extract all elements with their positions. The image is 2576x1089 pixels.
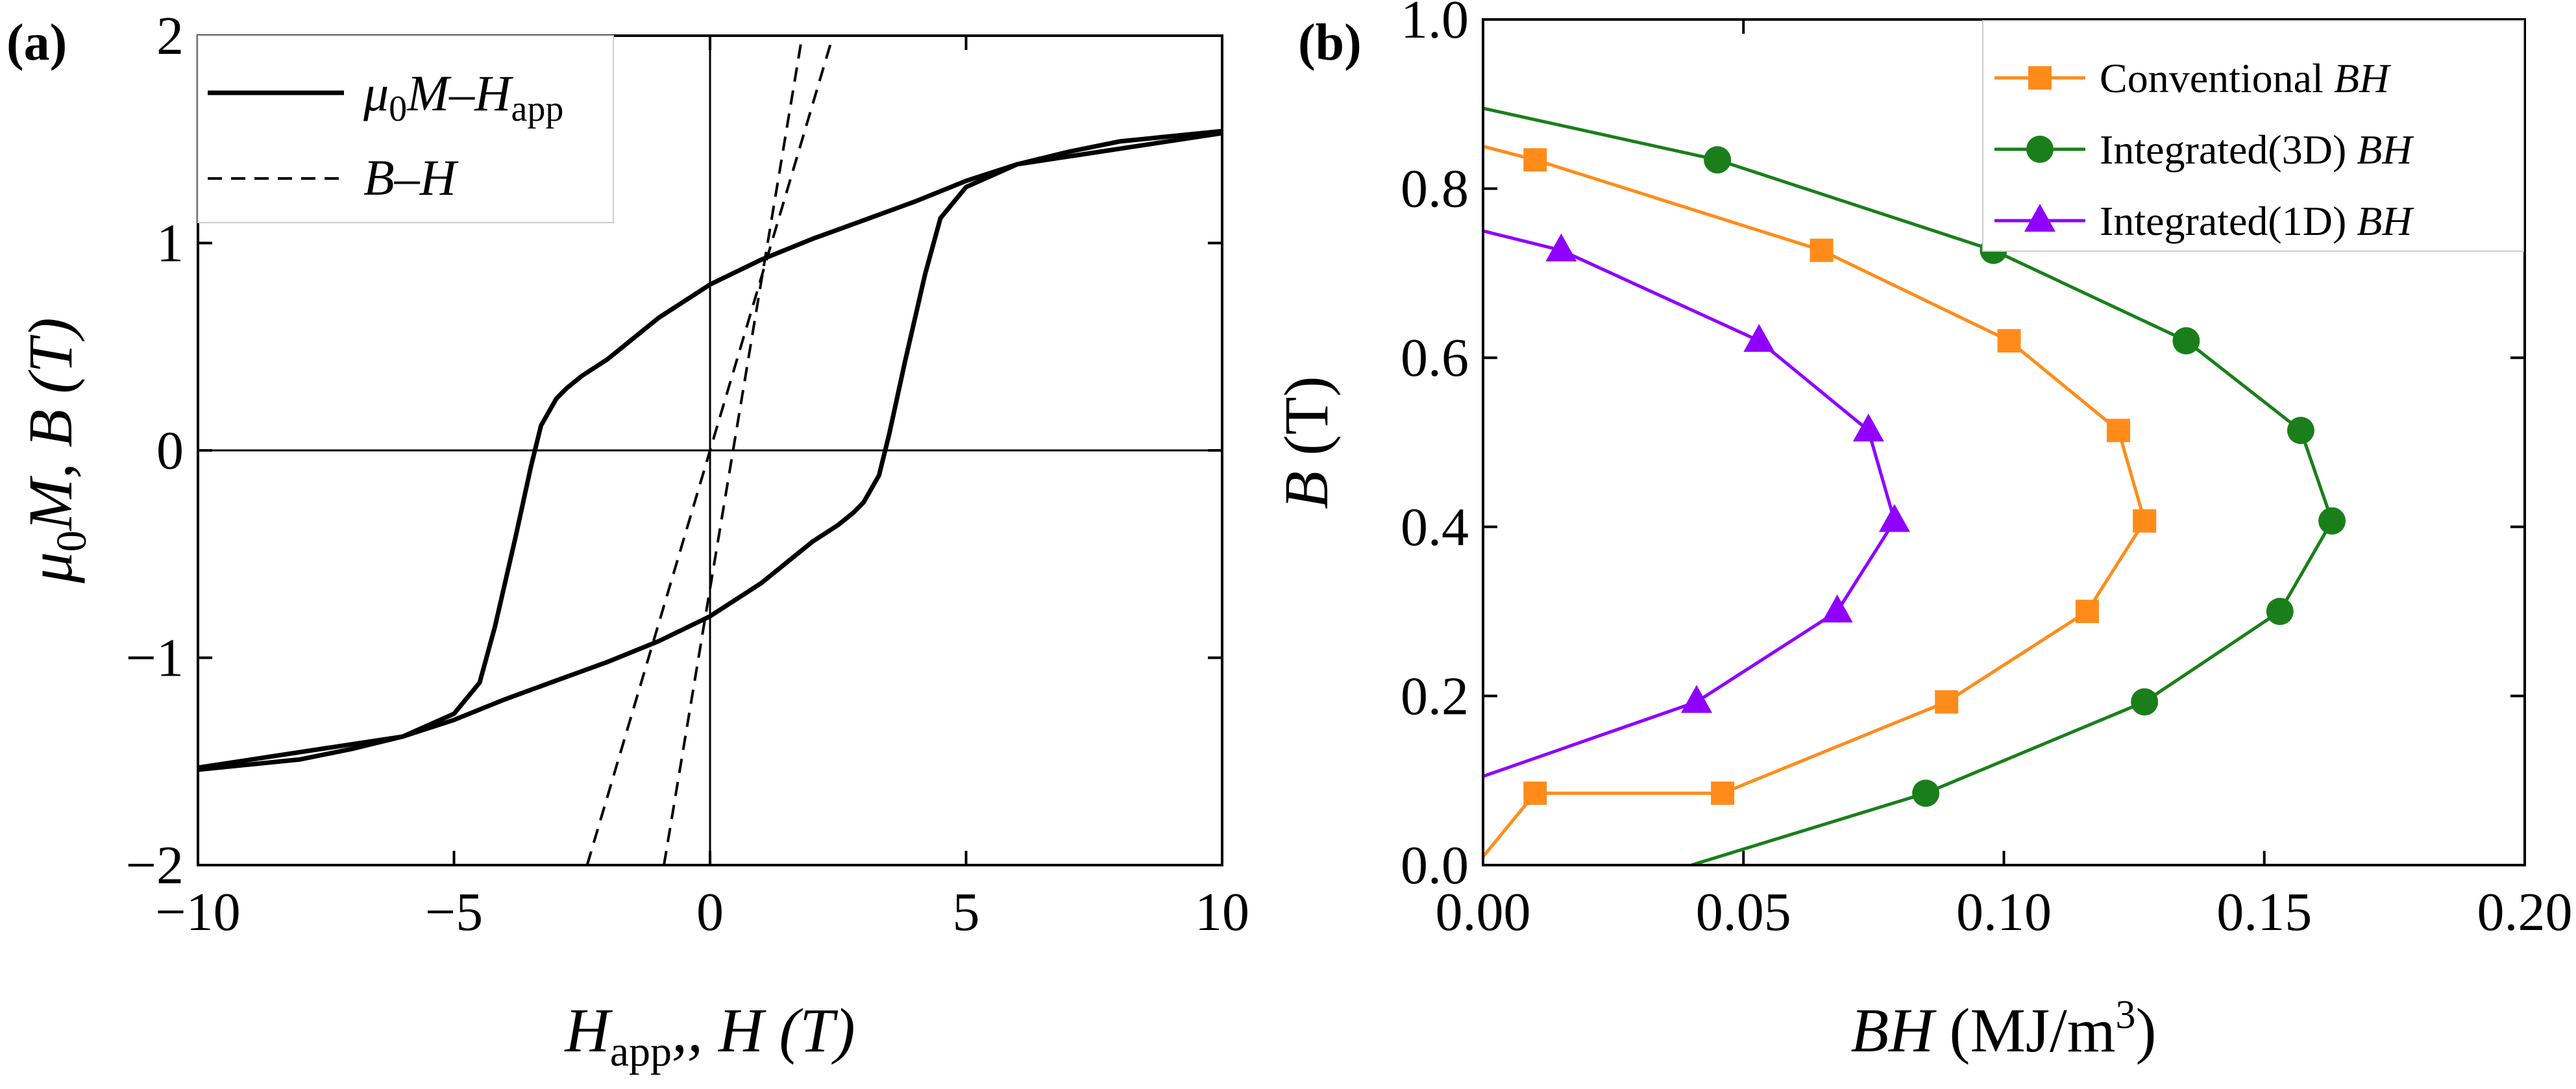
legend-b-swatch-marker <box>2028 66 2052 90</box>
panel-b-x-tick-label: 0.00 <box>1436 882 1531 942</box>
panel-b-y-tick-label: 0.2 <box>1401 666 1469 726</box>
legend-b-label-italic: BH <box>2357 198 2414 244</box>
panel-a-x-tick-label: 0 <box>696 882 724 942</box>
legend-a-mh-label: μ0M–Happ <box>363 65 563 129</box>
mh-hysteresis-branch <box>197 130 1223 772</box>
legend-b-label: Integrated(1D) BH <box>2100 198 2414 244</box>
panel-a-series <box>197 35 1223 866</box>
panel-b-y-tick-label: 0.4 <box>1401 497 1469 557</box>
series-0-marker <box>1711 781 1735 805</box>
series-2-marker <box>1878 504 1910 532</box>
panel-a-y-tick-label: 1 <box>156 214 184 274</box>
panel-b: (b) 0.00 0.05 0.10 0.15 0.20 0.0 0.2 0.4 0.6 0.8 1… <box>1271 0 2573 1065</box>
panel-b-x-title: BH (MJ/m3) <box>1851 993 2157 1065</box>
panel-a-label: (a) <box>6 14 67 71</box>
series-1-line <box>1482 106 2334 867</box>
legend-b-label: Integrated(3D) BH <box>2100 127 2414 173</box>
legend-a-box <box>197 35 614 223</box>
panel-a-y-title: μ0M, B (T) <box>16 317 95 583</box>
panel-b-y-tick-label: 0.8 <box>1401 159 1469 219</box>
series-1-marker <box>1912 779 1940 807</box>
series-2-marker <box>1545 233 1577 262</box>
legend-b-label-italic: BH <box>2334 55 2392 101</box>
legend-a-m: M–H <box>406 65 513 121</box>
legend-b-swatch-marker <box>2026 136 2054 163</box>
panel-b-ticks: 0.00 0.05 0.10 0.15 0.20 0.0 0.2 0.4 0.6 0.8 1.0 <box>1401 0 2573 942</box>
legend-b-label-text: Integrated(3D) <box>2100 127 2357 173</box>
panel-a-y-tick-label: −2 <box>126 835 184 896</box>
panel-b-series <box>1482 106 2346 867</box>
legend-b-label: Conventional BH <box>2100 55 2392 101</box>
series-0-marker <box>1935 690 1959 714</box>
series-1-marker <box>2266 598 2294 626</box>
series-1-marker <box>2131 688 2159 716</box>
panel-b-x-tick-label: 0.10 <box>1956 882 2052 942</box>
panel-a-y-tick-label: 2 <box>156 6 184 66</box>
legend-b-label-text: Conventional <box>2100 55 2334 101</box>
panel-b-x-tick-label: 0.05 <box>1696 882 1791 942</box>
panel-a-legend: μ0M–Happ B–H <box>197 35 614 223</box>
bh-line <box>585 35 835 866</box>
panel-b-x-tick-label: 0.15 <box>2216 882 2312 942</box>
series-0-marker <box>1523 781 1547 805</box>
mh-hysteresis-branch <box>197 128 1223 770</box>
series-1-marker <box>1704 146 1732 174</box>
panel-a-x-tick-label: 10 <box>1195 882 1249 942</box>
panel-a-x-tick-label: −10 <box>155 882 240 942</box>
series-0-marker <box>1997 329 2021 353</box>
series-0-marker <box>2133 509 2157 533</box>
legend-a-bh-label: B–H <box>363 149 459 206</box>
panel-b-y-tick-label: 1.0 <box>1401 0 1469 50</box>
series-2-marker <box>1743 324 1775 352</box>
legend-b-swatch-marker <box>2024 204 2055 232</box>
series-2-marker <box>1821 594 1853 623</box>
panel-a-y-tick-label: −1 <box>126 628 184 689</box>
series-1-marker <box>2172 327 2200 355</box>
panel-a-y-tick-label: 0 <box>156 421 184 481</box>
legend-a-mu: μ <box>363 65 389 121</box>
legend-a-subapp: app <box>511 89 563 129</box>
series-0-marker <box>2075 600 2099 624</box>
panel-b-y-tick-label: 0.0 <box>1401 835 1469 896</box>
series-1-marker <box>2318 507 2346 535</box>
panel-a-x-tick-label: 5 <box>953 882 980 942</box>
series-1-marker <box>2287 417 2314 445</box>
series-0-marker <box>2107 419 2131 443</box>
series-0-marker <box>1523 148 1547 172</box>
panel-b-label: (b) <box>1298 14 1362 71</box>
legend-b-label-text: Integrated(1D) <box>2100 198 2357 244</box>
legend-b-label-italic: BH <box>2357 127 2414 173</box>
series-0-marker <box>1809 238 1834 262</box>
panel-b-y-title: B (T) <box>1271 376 1341 509</box>
series-2-marker <box>1852 413 1884 442</box>
series-2-line <box>1482 229 1896 778</box>
legend-b-box <box>1982 20 2524 252</box>
panel-a-x-tick-label: −5 <box>425 882 483 942</box>
series-2-marker <box>1681 685 1713 713</box>
panel-a-x-title: Happ,, H (T) <box>563 996 855 1075</box>
panel-b-y-tick-label: 0.6 <box>1401 328 1469 388</box>
panel-b-x-tick-label: 0.20 <box>2477 882 2573 942</box>
legend-a-sub0: 0 <box>389 89 407 129</box>
